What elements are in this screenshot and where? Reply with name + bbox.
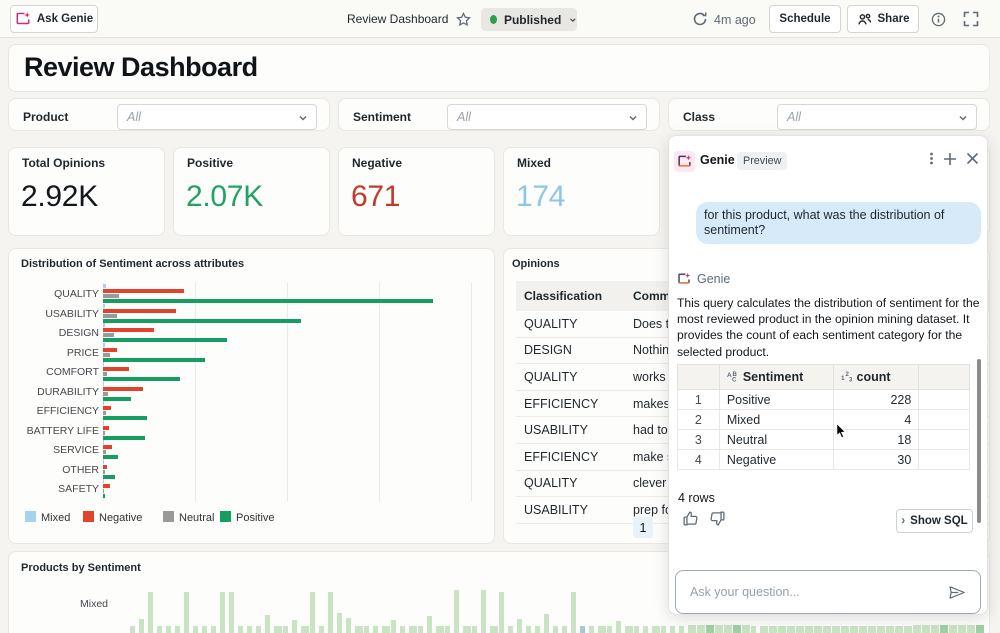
svg-text:3: 3 [849, 378, 853, 383]
svg-text:2: 2 [845, 372, 849, 378]
svg-text:1: 1 [841, 375, 845, 382]
svg-text:C: C [732, 378, 737, 383]
svg-text:A: A [727, 372, 732, 379]
svg-text:B: B [732, 372, 737, 378]
